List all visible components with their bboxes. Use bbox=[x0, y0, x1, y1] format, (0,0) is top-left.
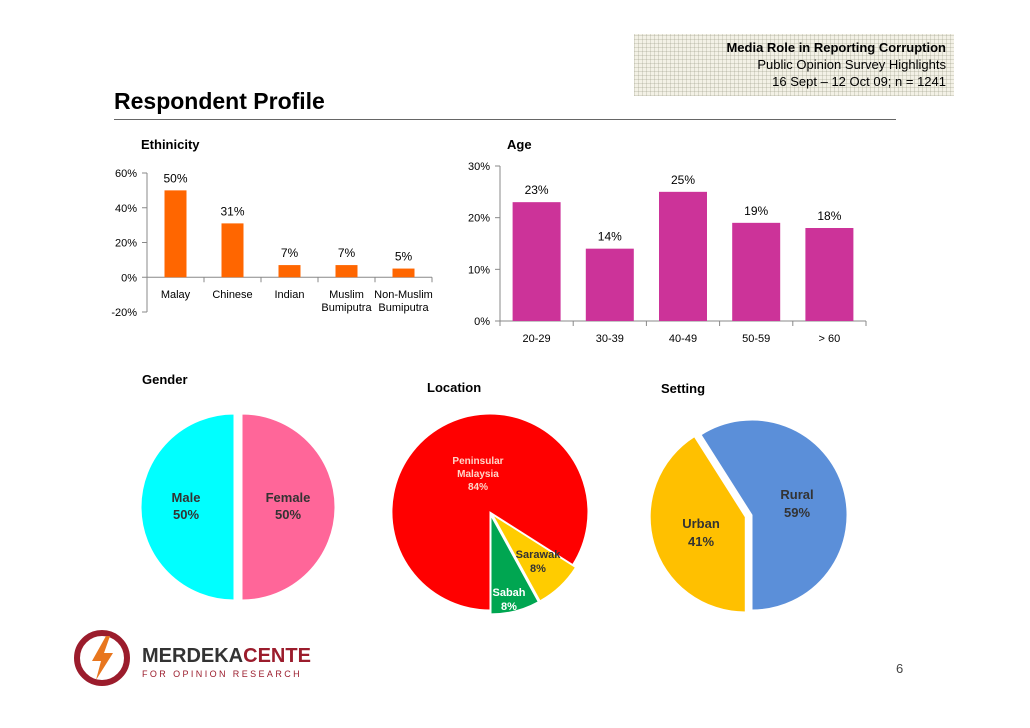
gender-slice-female bbox=[241, 413, 336, 601]
age-y-tick-label: 10% bbox=[468, 264, 490, 276]
ethnicity-data-label: 7% bbox=[338, 246, 356, 260]
location-slice-value: 8% bbox=[501, 601, 517, 613]
location-slice-sabah bbox=[490, 515, 539, 615]
age-category-label: 50-59 bbox=[742, 333, 770, 345]
age-category-label: 40-49 bbox=[669, 333, 697, 345]
ethnicity-data-label: 7% bbox=[281, 246, 299, 260]
age-category-label: 20-29 bbox=[523, 333, 551, 345]
location-slice-peninsular bbox=[391, 413, 589, 611]
age-y-tick-label: 20% bbox=[468, 213, 490, 225]
ethnicity-y-tick-label: -20% bbox=[111, 307, 137, 319]
location-slice-label: Peninsular bbox=[452, 456, 503, 467]
setting-chart-title: Setting bbox=[661, 381, 706, 396]
ethnicity-y-tick-label: 0% bbox=[121, 272, 137, 284]
location-slice-sarawak bbox=[492, 514, 577, 602]
age-y-tick-label: 0% bbox=[474, 316, 490, 328]
ethnicity-y-tick-label: 20% bbox=[115, 238, 137, 250]
age-category-label: 30-39 bbox=[596, 333, 624, 345]
ethnicity-category-label: Indian bbox=[275, 289, 305, 301]
location-chart-title: Location bbox=[427, 380, 482, 395]
setting-slice-urban bbox=[649, 436, 746, 613]
page-title: Respondent Profile bbox=[114, 88, 325, 114]
ethnicity-bar bbox=[392, 268, 415, 278]
location-slice-value: 84% bbox=[468, 482, 488, 493]
ethnicity-category-label: Non-Muslim bbox=[374, 289, 433, 301]
age-y-tick-label: 30% bbox=[468, 161, 490, 173]
logo-name-part2: CENTER bbox=[243, 645, 312, 667]
logo-name-part1: MERDEKA bbox=[142, 645, 243, 667]
setting-slice-value: 41% bbox=[688, 534, 714, 549]
age-chart-title: Age bbox=[507, 137, 532, 152]
age-data-label: 18% bbox=[817, 209, 841, 223]
location-slice-value: 8% bbox=[530, 563, 546, 575]
age-bar bbox=[805, 228, 854, 321]
ethnicity-data-label: 5% bbox=[395, 250, 413, 264]
title-divider bbox=[114, 119, 896, 120]
gender-slice-male bbox=[140, 413, 235, 601]
gender-chart-title: Gender bbox=[142, 372, 188, 387]
ethnicity-y-tick-label: 60% bbox=[115, 168, 137, 180]
gender-slice-value: 50% bbox=[275, 507, 301, 522]
gender-slice-label: Female bbox=[266, 490, 311, 505]
setting-slice-label: Urban bbox=[682, 516, 720, 531]
ethnicity-bar bbox=[278, 265, 301, 278]
merdeka-center-logo: MERDEKACENTER FOR OPINION RESEARCH bbox=[74, 630, 312, 686]
ethnicity-category-label: Chinese bbox=[212, 289, 252, 301]
age-bar bbox=[512, 202, 561, 321]
ethnicity-data-label: 31% bbox=[220, 204, 244, 218]
ethnicity-bar bbox=[221, 223, 244, 278]
gender-slice-label: Male bbox=[172, 490, 201, 505]
age-data-label: 14% bbox=[598, 230, 622, 244]
setting-slice-rural bbox=[700, 419, 848, 611]
logo-tagline: FOR OPINION RESEARCH bbox=[142, 669, 302, 679]
report-header-box: Media Role in Reporting Corruption Publi… bbox=[634, 34, 954, 96]
report-title: Media Role in Reporting Corruption bbox=[726, 40, 946, 55]
ethnicity-chart-title: Ethinicity bbox=[141, 137, 200, 152]
ethnicity-data-label: 50% bbox=[163, 171, 187, 185]
age-data-label: 23% bbox=[525, 183, 549, 197]
age-category-label: > 60 bbox=[819, 333, 841, 345]
ethnicity-category-label: Bumiputra bbox=[378, 302, 429, 314]
age-bar bbox=[732, 222, 781, 321]
ethnicity-category-label: Malay bbox=[161, 289, 191, 301]
ethnicity-bar bbox=[335, 265, 358, 278]
location-slice-label: Malaysia bbox=[457, 469, 499, 480]
lightning-icon bbox=[74, 630, 130, 686]
page-number: 6 bbox=[896, 661, 904, 676]
gender-slice-value: 50% bbox=[173, 507, 199, 522]
ethnicity-category-label: Muslim bbox=[329, 289, 364, 301]
ethnicity-category-label: Bumiputra bbox=[321, 302, 372, 314]
survey-dates: 16 Sept – 12 Oct 09; n = 1241 bbox=[772, 74, 946, 89]
age-bar bbox=[659, 191, 707, 321]
location-slice-label: Sarawak bbox=[516, 549, 562, 561]
report-subtitle: Public Opinion Survey Highlights bbox=[757, 57, 946, 72]
setting-slice-value: 59% bbox=[784, 505, 810, 520]
age-data-label: 25% bbox=[671, 173, 695, 187]
age-data-label: 19% bbox=[744, 204, 768, 218]
setting-slice-label: Rural bbox=[780, 487, 813, 502]
svg-text:MERDEKACENTER: MERDEKACENTER bbox=[142, 645, 312, 667]
location-slice-label: Sabah bbox=[492, 587, 525, 599]
ethnicity-y-tick-label: 40% bbox=[115, 203, 137, 215]
ethnicity-bar bbox=[164, 190, 187, 278]
age-bar bbox=[585, 248, 634, 321]
